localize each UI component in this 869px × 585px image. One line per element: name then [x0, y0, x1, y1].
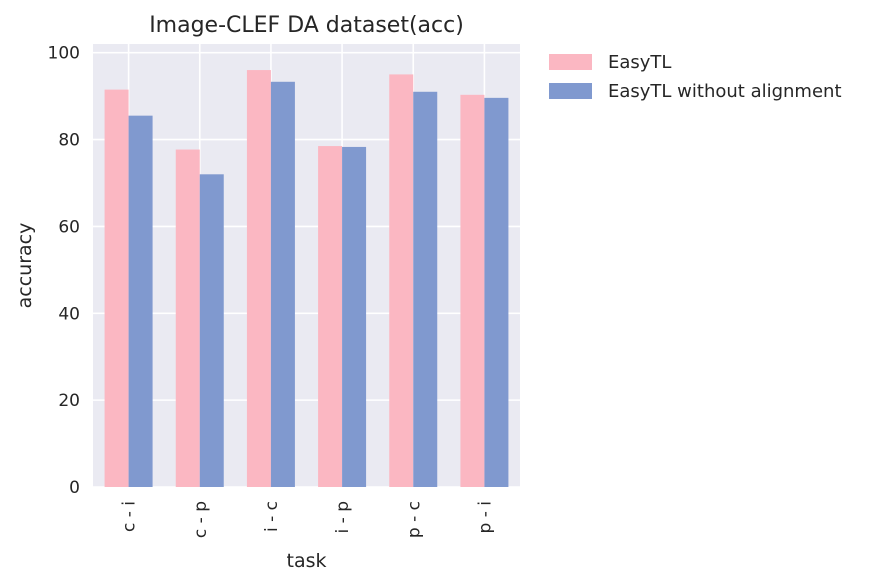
- x-tick-label: p - i: [475, 501, 495, 533]
- bar-easytl-without-alignment: [128, 115, 153, 487]
- bars: [104, 70, 509, 488]
- y-tick-label: 80: [58, 131, 80, 151]
- y-tick-label: 20: [58, 391, 80, 411]
- bar-easytl: [389, 74, 414, 487]
- bar-easytl: [246, 70, 271, 487]
- legend: EasyTL EasyTL without alignment: [549, 52, 842, 102]
- chart-title: Image-CLEF DA dataset(acc): [149, 13, 464, 38]
- x-tick-label: i - c: [262, 501, 282, 532]
- bar-easytl: [460, 94, 485, 488]
- plot-background: [93, 44, 520, 487]
- bar-easytl: [175, 149, 200, 487]
- x-tick-label: p - c: [404, 501, 424, 538]
- y-tick-label: 40: [58, 304, 80, 324]
- bar-easytl-without-alignment: [270, 81, 295, 488]
- bar-easytl-without-alignment: [199, 174, 224, 487]
- y-tick-label: 0: [69, 478, 80, 498]
- legend-label: EasyTL without alignment: [608, 81, 842, 102]
- x-tick-label: c - p: [191, 501, 211, 538]
- bar-easytl-without-alignment: [484, 97, 509, 487]
- y-axis-label: accuracy: [14, 223, 36, 309]
- y-tick-labels: 0 20 40 60 80 100: [48, 44, 80, 498]
- x-tick-label: i - p: [333, 501, 353, 533]
- bar-easytl-without-alignment: [342, 146, 367, 487]
- legend-label: EasyTL: [608, 52, 671, 73]
- bar-easytl-without-alignment: [413, 91, 438, 488]
- y-tick-label: 60: [58, 217, 80, 237]
- legend-swatch: [549, 54, 592, 70]
- legend-swatch: [549, 83, 592, 99]
- x-axis-label: task: [287, 550, 327, 572]
- bar-easytl: [318, 146, 343, 487]
- bar-easytl: [104, 89, 129, 488]
- x-tick-label: c - i: [120, 501, 140, 532]
- y-tick-label: 100: [48, 44, 80, 64]
